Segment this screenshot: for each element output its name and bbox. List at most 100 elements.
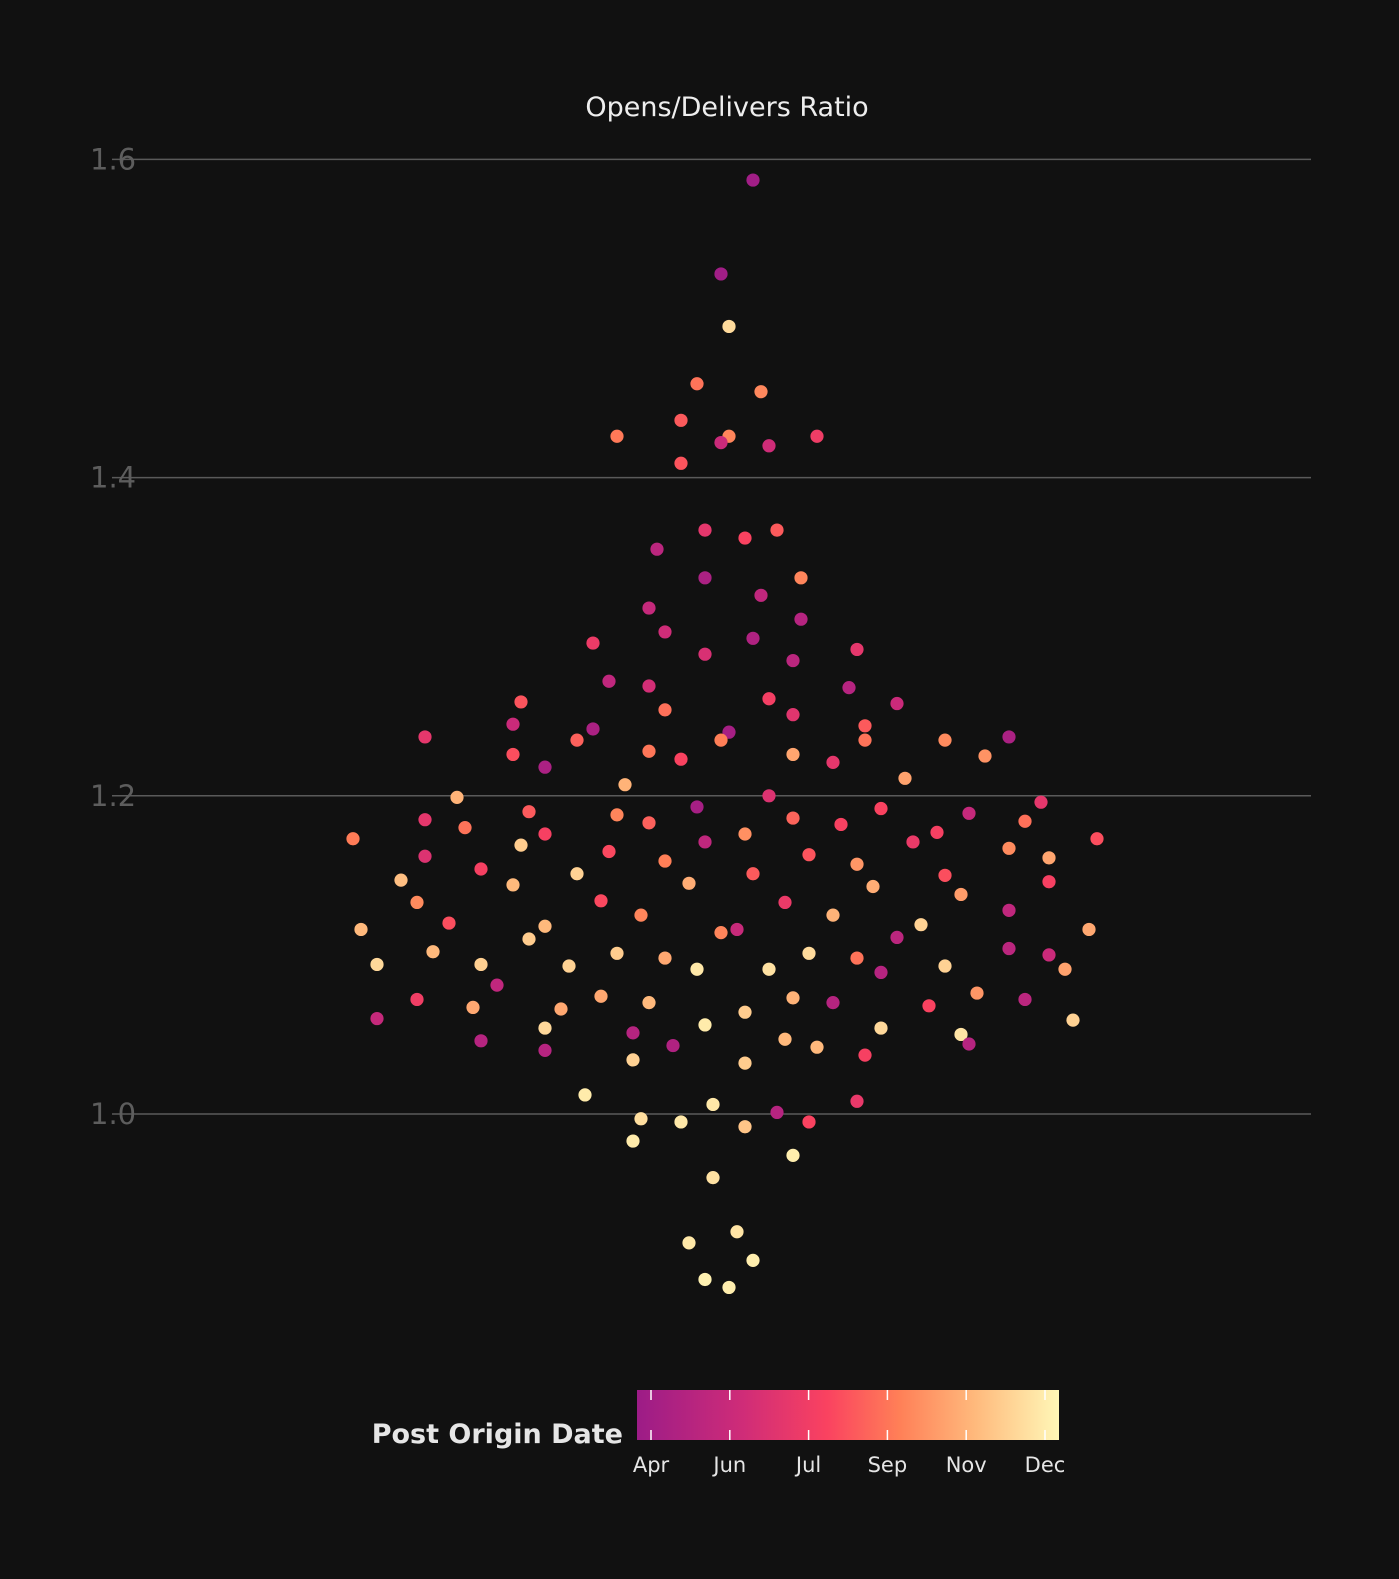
data-point xyxy=(738,531,752,545)
data-point xyxy=(906,835,920,849)
data-point xyxy=(538,827,552,841)
data-point xyxy=(610,429,624,443)
data-point xyxy=(674,752,688,766)
data-point xyxy=(642,601,656,615)
data-point xyxy=(858,733,872,747)
data-point xyxy=(746,867,760,881)
data-point xyxy=(538,919,552,933)
data-point xyxy=(914,918,928,932)
data-point xyxy=(522,805,536,819)
data-point xyxy=(786,653,800,668)
data-point xyxy=(538,1021,552,1035)
data-point xyxy=(442,916,456,930)
data-point xyxy=(698,1272,712,1287)
data-point xyxy=(554,1002,568,1016)
data-point xyxy=(1002,903,1016,917)
colorbar-gradient xyxy=(637,1390,1059,1440)
data-point xyxy=(426,945,440,959)
data-point xyxy=(1018,992,1032,1007)
data-point xyxy=(450,790,464,804)
data-point xyxy=(346,832,360,846)
data-point xyxy=(610,946,624,960)
y-tick-label: 1.0 xyxy=(90,1097,136,1131)
data-point xyxy=(418,813,432,827)
data-point xyxy=(786,991,800,1005)
data-point xyxy=(762,789,776,803)
data-point xyxy=(570,733,584,747)
data-point xyxy=(754,588,768,602)
data-point xyxy=(938,959,952,973)
data-point xyxy=(714,733,728,747)
data-point xyxy=(898,771,912,785)
data-point xyxy=(962,1037,976,1051)
data-point xyxy=(1058,962,1072,976)
data-point xyxy=(634,908,648,922)
data-point xyxy=(722,319,736,334)
data-point xyxy=(746,173,760,187)
data-point xyxy=(938,868,952,882)
data-point xyxy=(418,730,432,744)
data-point xyxy=(506,878,520,892)
data-point xyxy=(674,456,688,470)
data-point xyxy=(698,571,712,585)
data-point xyxy=(706,1097,720,1112)
data-point xyxy=(930,825,944,839)
data-point xyxy=(786,1148,800,1162)
data-point xyxy=(538,760,552,774)
data-point xyxy=(714,267,728,281)
data-point xyxy=(658,854,672,868)
data-point xyxy=(762,962,776,976)
data-point xyxy=(714,435,728,450)
data-point xyxy=(682,1236,696,1250)
data-point xyxy=(1042,948,1056,962)
data-point xyxy=(1090,832,1104,846)
data-point xyxy=(738,1120,752,1134)
data-point xyxy=(626,1053,640,1067)
colorbar-tick-label: Jul xyxy=(794,1453,821,1477)
data-point xyxy=(826,996,840,1010)
data-point xyxy=(810,1040,824,1054)
data-point xyxy=(650,542,664,556)
colorbar-tick-label: Nov xyxy=(946,1453,987,1477)
data-point xyxy=(578,1088,592,1102)
data-point xyxy=(658,951,672,965)
data-point xyxy=(850,1094,864,1108)
data-point xyxy=(1018,814,1032,828)
data-point xyxy=(634,1112,648,1126)
data-point xyxy=(586,636,600,650)
data-point xyxy=(858,719,872,733)
data-point xyxy=(794,612,808,626)
data-point xyxy=(826,908,840,922)
data-point xyxy=(706,1171,720,1185)
data-point xyxy=(762,692,776,706)
data-point xyxy=(1002,841,1016,855)
data-point xyxy=(890,930,904,944)
data-point xyxy=(874,965,888,980)
data-point xyxy=(730,922,744,937)
data-point xyxy=(786,747,800,762)
data-point xyxy=(586,722,600,736)
data-point xyxy=(658,625,672,639)
data-point xyxy=(866,879,880,894)
data-point xyxy=(506,747,520,762)
data-point xyxy=(690,377,704,391)
data-point xyxy=(698,647,712,661)
data-point xyxy=(418,849,432,863)
data-point xyxy=(778,895,792,909)
data-point xyxy=(674,413,688,427)
data-point xyxy=(738,1056,752,1070)
data-point xyxy=(602,844,616,859)
data-point xyxy=(778,1032,792,1046)
data-point xyxy=(962,806,976,820)
data-point xyxy=(594,989,608,1003)
data-point xyxy=(762,439,776,453)
data-point xyxy=(522,932,536,946)
data-point xyxy=(690,800,704,814)
data-point xyxy=(666,1038,680,1053)
data-point xyxy=(786,811,800,825)
data-point xyxy=(954,1027,968,1042)
data-point xyxy=(698,523,712,537)
colorbar-ticks: Apr Jun Jul Sep Nov Dec xyxy=(633,1390,1065,1477)
data-point xyxy=(858,1048,872,1062)
data-point xyxy=(1034,795,1048,809)
